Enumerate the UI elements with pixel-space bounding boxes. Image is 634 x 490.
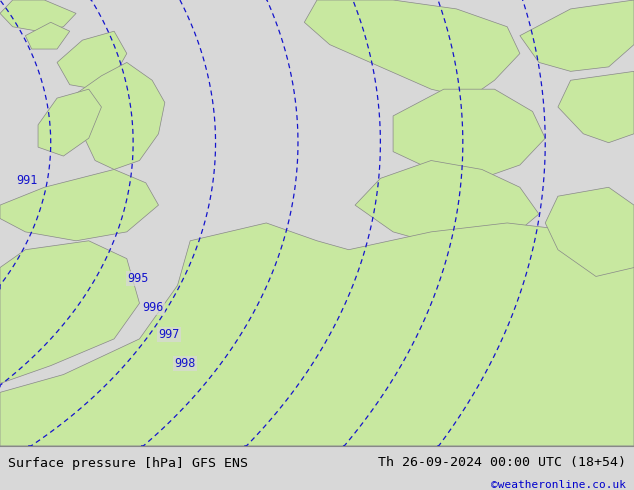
- Polygon shape: [545, 187, 634, 276]
- Text: ©weatheronline.co.uk: ©weatheronline.co.uk: [491, 480, 626, 490]
- Polygon shape: [520, 0, 634, 72]
- Text: 998: 998: [174, 357, 196, 370]
- Polygon shape: [393, 89, 545, 178]
- Polygon shape: [25, 22, 70, 49]
- Polygon shape: [0, 241, 139, 384]
- Polygon shape: [355, 161, 539, 250]
- Polygon shape: [0, 223, 634, 446]
- Text: 996: 996: [143, 301, 164, 314]
- Text: 997: 997: [158, 328, 180, 341]
- Polygon shape: [38, 89, 101, 156]
- Text: 995: 995: [127, 272, 148, 285]
- Text: Surface pressure [hPa] GFS ENS: Surface pressure [hPa] GFS ENS: [8, 457, 248, 470]
- Polygon shape: [0, 170, 158, 241]
- Polygon shape: [304, 0, 520, 98]
- Polygon shape: [76, 62, 165, 170]
- Polygon shape: [0, 0, 76, 31]
- Text: Th 26-09-2024 00:00 UTC (18+54): Th 26-09-2024 00:00 UTC (18+54): [378, 456, 626, 468]
- Polygon shape: [558, 72, 634, 143]
- Text: 991: 991: [16, 174, 37, 187]
- Polygon shape: [57, 31, 127, 89]
